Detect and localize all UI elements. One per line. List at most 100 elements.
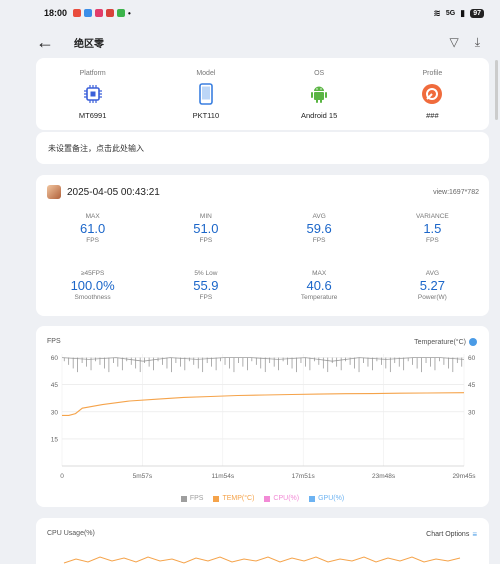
stat-label: AVG: [312, 213, 326, 220]
stat-unit: Smoothness: [74, 294, 111, 301]
remark-card[interactable]: 未设置备注，点击此处输入: [36, 132, 489, 164]
chip-icon: [83, 81, 103, 107]
view-resolution: view:1697*782: [433, 188, 479, 196]
fps-chart-card: FPS Temperature(°C) 15 30 45 60 30 45 60 0 5m57s…: [36, 326, 489, 507]
stat-item: VARIANCE 1.5 FPS: [376, 205, 489, 262]
y-tick-label: 15: [51, 436, 59, 443]
filter-icon[interactable]: ▽: [449, 34, 459, 49]
stat-value: 40.6: [306, 278, 332, 293]
download-icon[interactable]: ⤓: [474, 34, 480, 49]
clock: 18:00: [44, 8, 68, 18]
stat-unit: FPS: [426, 237, 439, 244]
stat-unit: FPS: [199, 237, 213, 244]
stat-label: MAX: [85, 213, 100, 220]
stat-value: 59.6: [306, 221, 332, 236]
session-summary-card: 2025-04-05 00:43:21 view:1697*782 MAX 61.…: [36, 175, 489, 316]
signal-icon: ▮: [460, 7, 466, 18]
stat-value: 100.0%: [70, 278, 115, 293]
stats-grid: MAX 61.0 FPS MIN 51.0 FPS AVG 59.6 FPS VARIANCE 1.…: [36, 205, 489, 319]
platform-value: MT6991: [78, 111, 107, 120]
legend-item[interactable]: TEMP(°C): [213, 495, 254, 502]
y-tick-label: 60: [51, 355, 59, 362]
stat-label: MIN: [199, 213, 212, 220]
legend-label: CPU(%): [273, 495, 300, 502]
app-bar: ← 绝区零 ▽ ⤓: [0, 26, 500, 58]
battery-icon: 97: [470, 8, 484, 18]
notification-icon: [106, 9, 115, 17]
cpu-usage-chart: [63, 556, 461, 564]
stat-label: VARIANCE: [416, 213, 449, 220]
status-bar: 18:00 • ≋ 5G ▮ 97: [0, 0, 500, 26]
stat-item: ≥45FPS 100.0% Smoothness: [36, 262, 149, 319]
network-label: 5G: [445, 9, 456, 17]
remark-placeholder[interactable]: 未设置备注，点击此处输入: [48, 144, 144, 153]
stat-item: MAX 61.0 FPS: [36, 205, 149, 262]
android-icon: [309, 81, 329, 107]
legend-swatch: [213, 495, 220, 502]
os-value: Android 15: [300, 111, 338, 120]
stat-label: ≥45FPS: [80, 270, 105, 277]
profile-label: Profile: [422, 70, 443, 77]
stat-label: AVG: [425, 270, 439, 277]
stat-item: 5% Low 55.9 FPS: [149, 262, 262, 319]
chart-options-icon[interactable]: ≡: [472, 530, 477, 539]
y-right-tick-label: 30: [468, 409, 476, 416]
notification-icon: [95, 9, 104, 17]
y-right-tick-label: 60: [468, 355, 476, 362]
y-right-tick-label: 45: [468, 382, 476, 389]
notification-icon: [117, 9, 126, 17]
temperature-series-line: [62, 392, 465, 416]
model-value: PKT110: [192, 111, 220, 120]
fps-axis-title: FPS: [47, 338, 61, 345]
stat-item: AVG 5.27 Power(W): [376, 262, 489, 319]
model-cell: Model PKT110: [149, 58, 262, 130]
refresh-icon[interactable]: [469, 338, 477, 346]
platform-cell: Platform MT6991: [36, 58, 149, 130]
x-tick-label: 0: [60, 473, 64, 480]
x-tick-label: 5m57s: [133, 473, 153, 480]
chart-legend: FPS TEMP(°C) CPU(%) GPU(%): [36, 495, 489, 502]
stat-unit: FPS: [86, 237, 99, 244]
legend-label: TEMP(°C): [222, 495, 255, 502]
stat-label: 5% Low: [194, 270, 218, 277]
phone-icon: [198, 81, 214, 107]
x-tick-label: 17m51s: [292, 473, 316, 480]
stat-value: 61.0: [79, 221, 106, 236]
more-dot-icon: •: [128, 8, 131, 18]
profile-value: ###: [426, 111, 439, 120]
profile-icon: [421, 81, 443, 107]
x-tick-label: 11m54s: [211, 473, 234, 480]
fps-chart: 15 30 45 60 30 45 60 0 5m57s 11m54s 17m51s 23m48s 29…: [51, 354, 476, 480]
legend-item[interactable]: FPS: [180, 495, 204, 502]
temperature-axis-title: Temperature(°C): [414, 338, 466, 346]
stat-unit: FPS: [312, 237, 326, 244]
profile-cell: Profile ###: [376, 58, 489, 130]
legend-item[interactable]: CPU(%): [264, 495, 299, 502]
notification-icon: [84, 9, 93, 17]
game-avatar-icon: [47, 185, 61, 199]
fps-series-line: [61, 357, 465, 362]
page-title: 绝区零: [74, 38, 104, 50]
os-cell: OS Android 15: [263, 58, 376, 130]
x-tick-label: 23m48s: [372, 473, 396, 480]
x-tick-label: 29m45s: [452, 473, 476, 480]
back-arrow-icon[interactable]: ←: [36, 31, 54, 52]
stat-value: 51.0: [193, 221, 219, 236]
legend-swatch: [309, 495, 316, 502]
legend-item[interactable]: GPU(%): [309, 495, 344, 502]
legend-swatch: [180, 495, 187, 502]
platform-label: Platform: [79, 70, 106, 77]
y-tick-label: 45: [51, 382, 59, 389]
stat-item: MIN 51.0 FPS: [149, 205, 262, 262]
stat-unit: Temperature: [300, 294, 338, 301]
legend-label: FPS: [189, 495, 204, 502]
cpu-chart-card: CPU Usage(%) Chart Options ≡: [36, 518, 489, 564]
chart-options-label[interactable]: Chart Options: [426, 531, 470, 538]
legend-swatch: [264, 495, 271, 502]
session-datetime: 2025-04-05 00:43:21: [67, 186, 160, 198]
notification-icon: [73, 9, 82, 17]
stat-unit: FPS: [199, 294, 213, 301]
legend-label: GPU(%): [318, 495, 345, 502]
scrollbar[interactable]: [495, 60, 498, 120]
stat-value: 1.5: [423, 221, 442, 236]
